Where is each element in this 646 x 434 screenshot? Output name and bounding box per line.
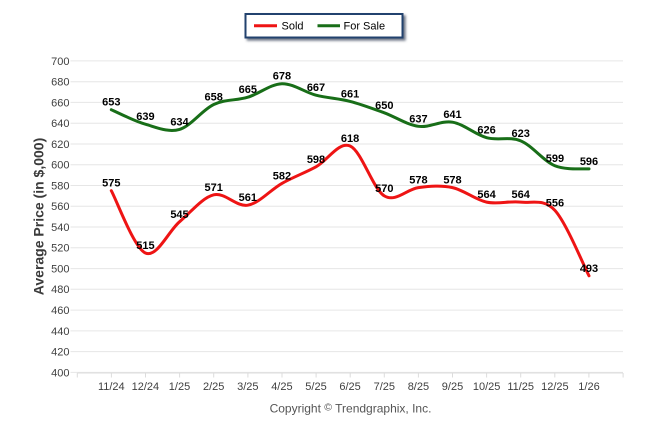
svg-text:680: 680 xyxy=(51,77,69,89)
svg-text:620: 620 xyxy=(51,139,69,151)
svg-text:650: 650 xyxy=(375,100,393,112)
svg-text:637: 637 xyxy=(409,113,427,125)
svg-text:460: 460 xyxy=(51,305,69,317)
svg-text:For Sale: For Sale xyxy=(344,21,386,33)
svg-text:580: 580 xyxy=(51,180,69,192)
svg-text:12/25: 12/25 xyxy=(541,381,569,393)
svg-text:596: 596 xyxy=(580,156,598,168)
svg-text:11/25: 11/25 xyxy=(507,381,534,393)
svg-text:623: 623 xyxy=(512,128,530,140)
svg-text:545: 545 xyxy=(170,209,188,221)
svg-text:6/25: 6/25 xyxy=(339,381,360,393)
svg-text:575: 575 xyxy=(102,178,120,190)
svg-text:599: 599 xyxy=(546,153,564,165)
svg-text:561: 561 xyxy=(239,192,257,204)
svg-text:640: 640 xyxy=(51,118,69,130)
svg-text:618: 618 xyxy=(341,133,359,145)
svg-text:658: 658 xyxy=(205,92,223,104)
svg-text:564: 564 xyxy=(477,189,496,201)
svg-text:3/25: 3/25 xyxy=(237,381,258,393)
svg-text:540: 540 xyxy=(51,222,69,234)
svg-text:11/24: 11/24 xyxy=(98,381,125,393)
svg-text:639: 639 xyxy=(136,111,154,123)
svg-text:520: 520 xyxy=(51,243,69,255)
svg-text:440: 440 xyxy=(51,326,69,338)
svg-text:515: 515 xyxy=(136,240,154,252)
svg-text:700: 700 xyxy=(51,56,69,68)
svg-text:500: 500 xyxy=(51,264,69,276)
svg-text:8/25: 8/25 xyxy=(408,381,429,393)
svg-text:634: 634 xyxy=(170,116,189,128)
svg-text:578: 578 xyxy=(409,175,427,187)
svg-text:4/25: 4/25 xyxy=(271,381,292,393)
svg-text:5/25: 5/25 xyxy=(305,381,326,393)
svg-text:582: 582 xyxy=(273,170,291,182)
svg-text:Sold: Sold xyxy=(282,21,304,33)
svg-text:641: 641 xyxy=(443,109,461,121)
svg-text:564: 564 xyxy=(512,189,531,201)
svg-text:420: 420 xyxy=(51,347,69,359)
svg-text:665: 665 xyxy=(239,84,257,96)
svg-text:Copyright © Trendgraphix, Inc.: Copyright © Trendgraphix, Inc. xyxy=(270,401,432,415)
svg-text:570: 570 xyxy=(375,183,393,195)
svg-text:571: 571 xyxy=(205,182,223,194)
svg-text:480: 480 xyxy=(51,284,69,296)
svg-text:667: 667 xyxy=(307,82,325,94)
svg-text:9/25: 9/25 xyxy=(442,381,463,393)
svg-text:626: 626 xyxy=(477,125,495,137)
svg-text:493: 493 xyxy=(580,263,598,275)
svg-text:7/25: 7/25 xyxy=(374,381,395,393)
svg-text:1/25: 1/25 xyxy=(169,381,190,393)
svg-text:578: 578 xyxy=(443,175,461,187)
svg-text:10/25: 10/25 xyxy=(473,381,501,393)
svg-text:653: 653 xyxy=(102,97,120,109)
svg-text:Average Price (in $,000): Average Price (in $,000) xyxy=(31,138,47,295)
svg-text:400: 400 xyxy=(51,367,69,379)
svg-text:660: 660 xyxy=(51,97,69,109)
svg-text:598: 598 xyxy=(307,154,325,166)
svg-text:678: 678 xyxy=(273,71,291,83)
svg-text:12/24: 12/24 xyxy=(132,381,160,393)
svg-text:600: 600 xyxy=(51,160,69,172)
svg-text:560: 560 xyxy=(51,201,69,213)
svg-text:1/26: 1/26 xyxy=(578,381,599,393)
svg-text:556: 556 xyxy=(546,197,564,209)
svg-text:2/25: 2/25 xyxy=(203,381,224,393)
svg-text:661: 661 xyxy=(341,88,359,100)
